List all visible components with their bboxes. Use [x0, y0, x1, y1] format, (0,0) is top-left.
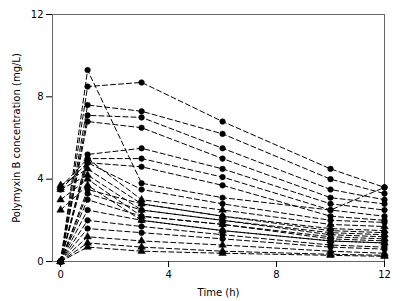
svg-text:Time (h): Time (h): [197, 287, 240, 298]
svg-text:4: 4: [37, 173, 43, 184]
svg-text:4: 4: [165, 269, 171, 280]
svg-text:0: 0: [57, 269, 63, 280]
svg-text:12: 12: [378, 269, 391, 280]
svg-text:Polymyxin B concentration (mg/: Polymyxin B concentration (mg/L): [11, 53, 22, 223]
svg-text:0: 0: [37, 256, 43, 267]
svg-text:8: 8: [37, 91, 43, 102]
svg-text:8: 8: [273, 269, 279, 280]
svg-text:12: 12: [31, 9, 44, 20]
